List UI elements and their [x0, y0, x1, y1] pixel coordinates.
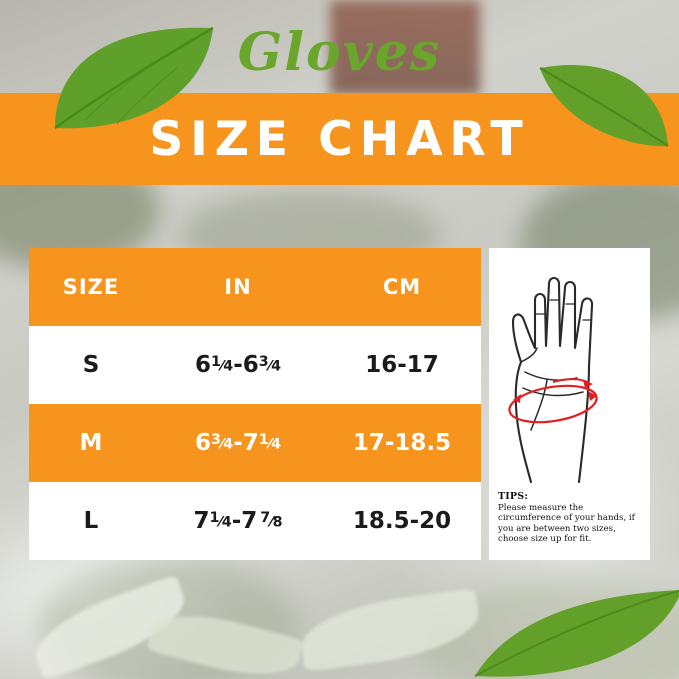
cell-in-dash: - — [233, 430, 243, 456]
background-red-structure — [330, 0, 480, 95]
cell-in-frac-a: 1⁄4 — [209, 510, 232, 531]
leaf-bottom-icon — [474, 589, 679, 677]
cell-in-value-b: 7 — [242, 430, 259, 456]
cell-in-value-b: 7 — [241, 508, 258, 534]
cell-cm: 16-17 — [365, 352, 439, 378]
column-header-cm: CM — [382, 275, 422, 299]
cell-in-frac-b: 7⁄8 — [260, 510, 283, 531]
cell-in: 61⁄4-63⁄4 — [153, 352, 323, 378]
column-header-size: SIZE — [62, 275, 120, 299]
column-header-in: IN — [224, 275, 252, 299]
cell-in-frac-b: 1⁄4 — [258, 432, 282, 453]
table-header-row: SIZE IN CM — [29, 248, 481, 326]
cell-in-dash: - — [233, 352, 243, 378]
cell-cm: 18.5-20 — [352, 508, 452, 534]
measure-arrow-left — [513, 394, 521, 403]
cell-in-dash: - — [231, 508, 242, 534]
measure-band — [508, 384, 598, 424]
table-row: L 71⁄4-7 7⁄8 18.5-20 — [29, 482, 481, 560]
cell-in-value-a: 7 — [193, 508, 210, 534]
cell-in-value-a: 6 — [194, 352, 211, 378]
cell-in-frac-a: 1⁄4 — [210, 354, 234, 375]
leaf-left-icon — [54, 26, 214, 130]
measure-arrow-right — [588, 391, 597, 401]
cell-in: 63⁄4-71⁄4 — [153, 430, 323, 456]
cell-in-frac-a: 3⁄4 — [210, 432, 234, 453]
size-table: SIZE IN CM S 61⁄4-63⁄4 16-17 M 63⁄4-71⁄4… — [29, 248, 481, 560]
cell-in-frac-b: 3⁄4 — [258, 354, 282, 375]
cell-size: L — [83, 508, 99, 534]
cell-in-value-b: 6 — [242, 352, 259, 378]
tips-body: Please measure the circumference of your… — [498, 503, 635, 545]
tips-title: TIPS: — [498, 491, 529, 502]
hand-measure-diagram — [508, 276, 598, 484]
tips-block: TIPS: Please measure the circumference o… — [498, 491, 644, 545]
hand-measure-panel: TIPS: Please measure the circumference o… — [489, 248, 650, 560]
cell-in: 71⁄4-7 7⁄8 — [153, 508, 323, 534]
table-row: S 61⁄4-63⁄4 16-17 — [29, 326, 481, 404]
leaf-right-icon — [539, 64, 669, 147]
cell-size: S — [82, 352, 100, 378]
banner-title: SIZE CHART — [149, 111, 530, 167]
cell-cm: 17-18.5 — [352, 430, 452, 456]
table-row: M 63⁄4-71⁄4 17-18.5 — [29, 404, 481, 482]
cell-size: M — [79, 430, 103, 456]
page-title: Gloves — [237, 22, 442, 83]
cell-in-value-a: 6 — [194, 430, 211, 456]
